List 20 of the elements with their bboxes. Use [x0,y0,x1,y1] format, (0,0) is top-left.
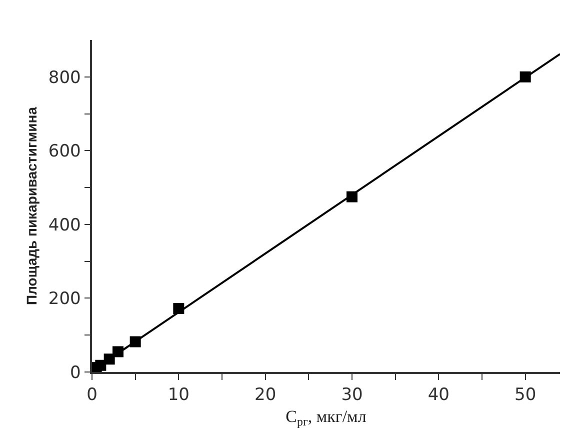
x-tick-label: 0 [86,385,98,406]
point [104,354,115,365]
x-tick-label: 10 [168,385,190,406]
x-tick-label: 20 [254,385,276,406]
y-tick-label: 800 [48,68,81,88]
x-axis-title: C$_{рг}$, мкг/мл [286,407,367,429]
y-tick-label: 600 [48,142,81,162]
x-tick-label: 40 [428,385,450,406]
point [95,360,106,371]
y-tick-label: 0 [70,362,81,383]
point [520,71,531,82]
y-tick-label: 400 [48,215,81,236]
point [173,303,184,314]
point [346,191,358,202]
point [112,346,124,358]
point [130,336,141,348]
x-tick-label: 50 [514,385,536,406]
y-tick-label: 200 [48,289,81,310]
y-axis-title: Площадь пикаривастигмина [23,106,40,305]
x-tick-label: 30 [341,385,363,406]
